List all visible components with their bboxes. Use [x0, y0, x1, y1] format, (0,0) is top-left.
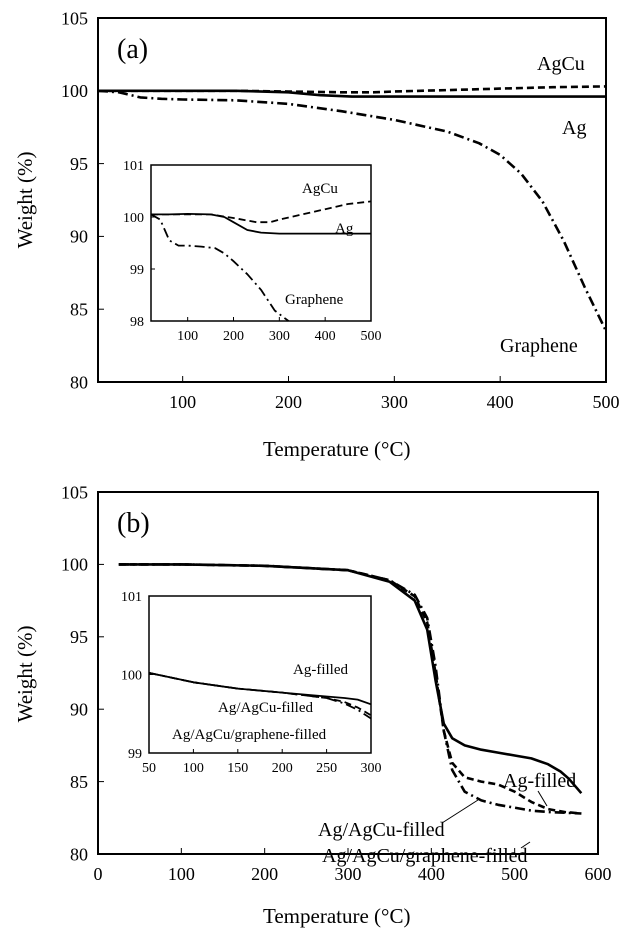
panel-a-line-ag [98, 89, 606, 98]
panel-a-xtick-label-200: 200 [275, 392, 302, 412]
panel-a-ytick-label-80: 80 [70, 372, 88, 392]
panel-a-xtick-label-500: 500 [593, 392, 620, 412]
panel-b-label-ag-filled: Ag-filled [503, 770, 576, 792]
panel-a-inset-xtick-label-400: 400 [315, 329, 336, 344]
panel-a-inset-xtick-label-200: 200 [223, 329, 244, 344]
panel-b-y-axis: 80 85 90 95 100 105 [61, 482, 104, 864]
panel-b-ytick-label-105: 105 [61, 482, 88, 502]
panel-a-inset-line-graphene [150, 213, 290, 322]
panel-b-xtick-label-200: 200 [251, 864, 278, 884]
panel-a-series [97, 85, 608, 332]
panel-b-inset-ytick-label-99: 99 [128, 747, 142, 762]
panel-b-inset-x-axis: 50 100 150 200 250 300 [142, 749, 382, 776]
panel-b-xtick-label-500: 500 [501, 864, 528, 884]
panel-a-inset-ytick-label-100: 100 [123, 211, 144, 226]
panel-b-inset-ytick-label-101: 101 [121, 590, 142, 605]
panel-a-ytick-label-100: 100 [61, 81, 88, 101]
panel-a-inset-y-axis: 98 99 100 101 [123, 159, 155, 330]
panel-a-inset-label-ag: Ag [335, 221, 354, 237]
panel-b-label-agagcu-filled: Ag/AgCu-filled [318, 819, 445, 841]
panel-a-inset-xtick-label-100: 100 [177, 329, 198, 344]
panel-a-inset-ytick-label-101: 101 [123, 159, 144, 174]
panel-a-inset-x-axis: 100 200 300 400 500 [177, 317, 382, 344]
panel-a-xtick-label-100: 100 [169, 392, 196, 412]
panel-b-series [118, 563, 583, 815]
panel-b-ylabel: Weight (%) [13, 626, 37, 723]
panel-a-ytick-label-105: 105 [61, 8, 88, 28]
panel-b-xtick-label-300: 300 [335, 864, 362, 884]
panel-a-inset-xtick-label-300: 300 [269, 329, 290, 344]
panel-b-ytick-label-100: 100 [61, 555, 88, 575]
panel-b-ytick-label-80: 80 [70, 844, 88, 864]
panel-b-inset-xtick-label-250: 250 [316, 761, 337, 776]
panel-b-inset: 99 100 101 50 100 150 200 250 300 Ag-filled Ag/… [121, 590, 382, 776]
panel-b-leader-ag [537, 790, 548, 807]
panel-a-label-agcu: AgCu [537, 53, 585, 75]
panel-a-inset-line-ag [151, 212, 371, 235]
panel-a-frame [97, 17, 607, 383]
panel-b-label: (b) [117, 508, 150, 539]
panel-b-leader-graphene [520, 841, 531, 849]
panel-b-inset-xtick-label-50: 50 [142, 761, 156, 776]
panel-b: (b) Temperature (°C) Weight (%) 80 85 90 95… [13, 482, 612, 928]
panel-a-ytick-label-90: 90 [70, 227, 88, 247]
panel-b-inset-ytick-label-100: 100 [121, 668, 142, 683]
panel-b-inset-xtick-label-300: 300 [361, 761, 382, 776]
panel-a-ytick-label-85: 85 [70, 300, 88, 320]
panel-b-inset-xtick-label-200: 200 [272, 761, 293, 776]
panel-a-label-graphene: Graphene [500, 335, 578, 357]
panel-b-ytick-label-95: 95 [70, 627, 88, 647]
panel-a-inset-label-agcu: AgCu [302, 181, 338, 197]
panel-a-inset-ytick-label-99: 99 [130, 263, 144, 278]
panel-b-line-ag-agcu-graphene-filled [118, 563, 582, 815]
panel-b-inset-xtick-label-150: 150 [227, 761, 248, 776]
panel-b-xtick-label-100: 100 [168, 864, 195, 884]
panel-a-inset-frame [150, 164, 372, 322]
panel-b-x-axis: 0 100 200 300 400 500 600 [94, 848, 612, 884]
panel-b-ytick-label-90: 90 [70, 700, 88, 720]
panel-b-inset-series [148, 672, 372, 720]
panel-a-label-ag: Ag [562, 117, 586, 139]
panel-a-ytick-label-95: 95 [70, 154, 88, 174]
panel-b-leader-agagcu [441, 799, 479, 824]
panel-b-inset-frame [148, 595, 372, 754]
panel-a-inset-series [150, 200, 372, 322]
panel-a-inset-xtick-label-500: 500 [361, 329, 382, 344]
panel-b-xtick-label-600: 600 [585, 864, 612, 884]
panel-b-xlabel: Temperature (°C) [263, 904, 410, 928]
panel-b-xtick-label-400: 400 [418, 864, 445, 884]
panel-b-inset-y-axis: 99 100 101 [121, 590, 153, 762]
panel-b-label-graphene-filled: Ag/AgCu/graphene-filled [322, 845, 528, 867]
panel-a-line-graphene [97, 89, 608, 332]
panel-b-inset-line-ag-agcu-filled [148, 672, 372, 717]
panel-a-label: (a) [117, 34, 148, 65]
panel-b-inset-label-agagcu-filled: Ag/AgCu-filled [218, 700, 313, 716]
panel-a-xtick-label-300: 300 [381, 392, 408, 412]
panel-b-inset-xtick-label-100: 100 [183, 761, 204, 776]
panel-a-inset-ytick-label-98: 98 [130, 315, 144, 330]
panel-a-xtick-label-400: 400 [487, 392, 514, 412]
panel-b-inset-label-ag-filled: Ag-filled [293, 662, 348, 678]
panel-a-inset-label-graphene: Graphene [285, 292, 344, 308]
panel-b-ytick-label-85: 85 [70, 772, 88, 792]
panel-a-ylabel: Weight (%) [13, 152, 37, 249]
panel-a-x-axis: 100 200 300 400 500 [169, 376, 620, 412]
panel-a: (a) Temperature (°C) Weight (%) 80 85 90 95… [13, 8, 620, 461]
panel-a-xlabel: Temperature (°C) [263, 437, 410, 461]
panel-a-inset: 98 99 100 101 100 200 300 400 500 AgCu Ag Graph… [123, 159, 382, 344]
panel-a-line-agcu [98, 85, 607, 94]
panel-b-inset-label-graphene-filled: Ag/AgCu/graphene-filled [172, 727, 327, 743]
panel-b-xtick-label-0: 0 [94, 864, 103, 884]
